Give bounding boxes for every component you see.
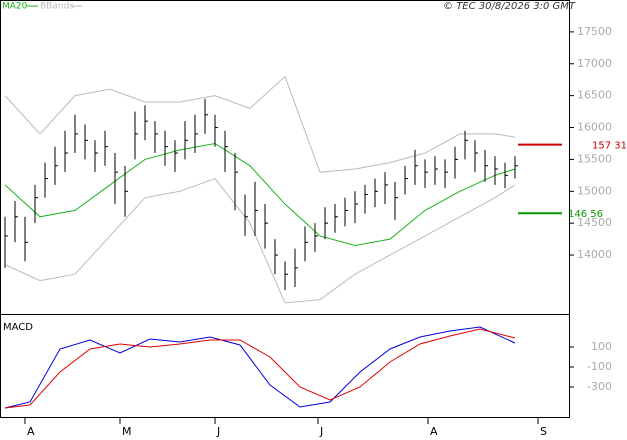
y-tick-label: 16500 [577,89,612,102]
x-tick-label: A [27,425,35,438]
y-tick-label: 100 [591,340,612,353]
y-tick-label: -300 [587,380,612,393]
legend-label: BBands [40,2,74,12]
band-lower [4,177,516,304]
x-tick-label: A [430,425,438,438]
y-tick-label: 17000 [577,57,612,70]
band-upper [4,75,516,173]
macd-line [4,328,516,409]
price-marker-label: 146 56 [568,209,603,220]
ma-line [4,142,516,247]
x-tick-label: J [216,425,220,438]
y-tick-label: 15000 [577,184,612,197]
y-tick-label: 17500 [577,25,612,38]
x-tick-label: M [122,425,132,438]
y-tick-label: 16000 [577,121,612,134]
macd-panel [0,314,570,418]
y-tick-label: 14000 [577,248,612,261]
panel-title: MACD [3,322,33,333]
y-tick-label: 15500 [577,152,612,165]
macd-line [4,326,516,409]
legend-label: MA20 [2,2,28,12]
y-tick-label: 14500 [577,216,612,229]
x-tick-label: S [540,425,547,438]
x-tick-label: J [319,425,323,438]
y-tick-label: -100 [587,360,612,373]
price-marker-label: 157 31 [592,141,627,152]
timestamp: © TEC 30/8/2026 3:0 GMT [443,1,576,12]
